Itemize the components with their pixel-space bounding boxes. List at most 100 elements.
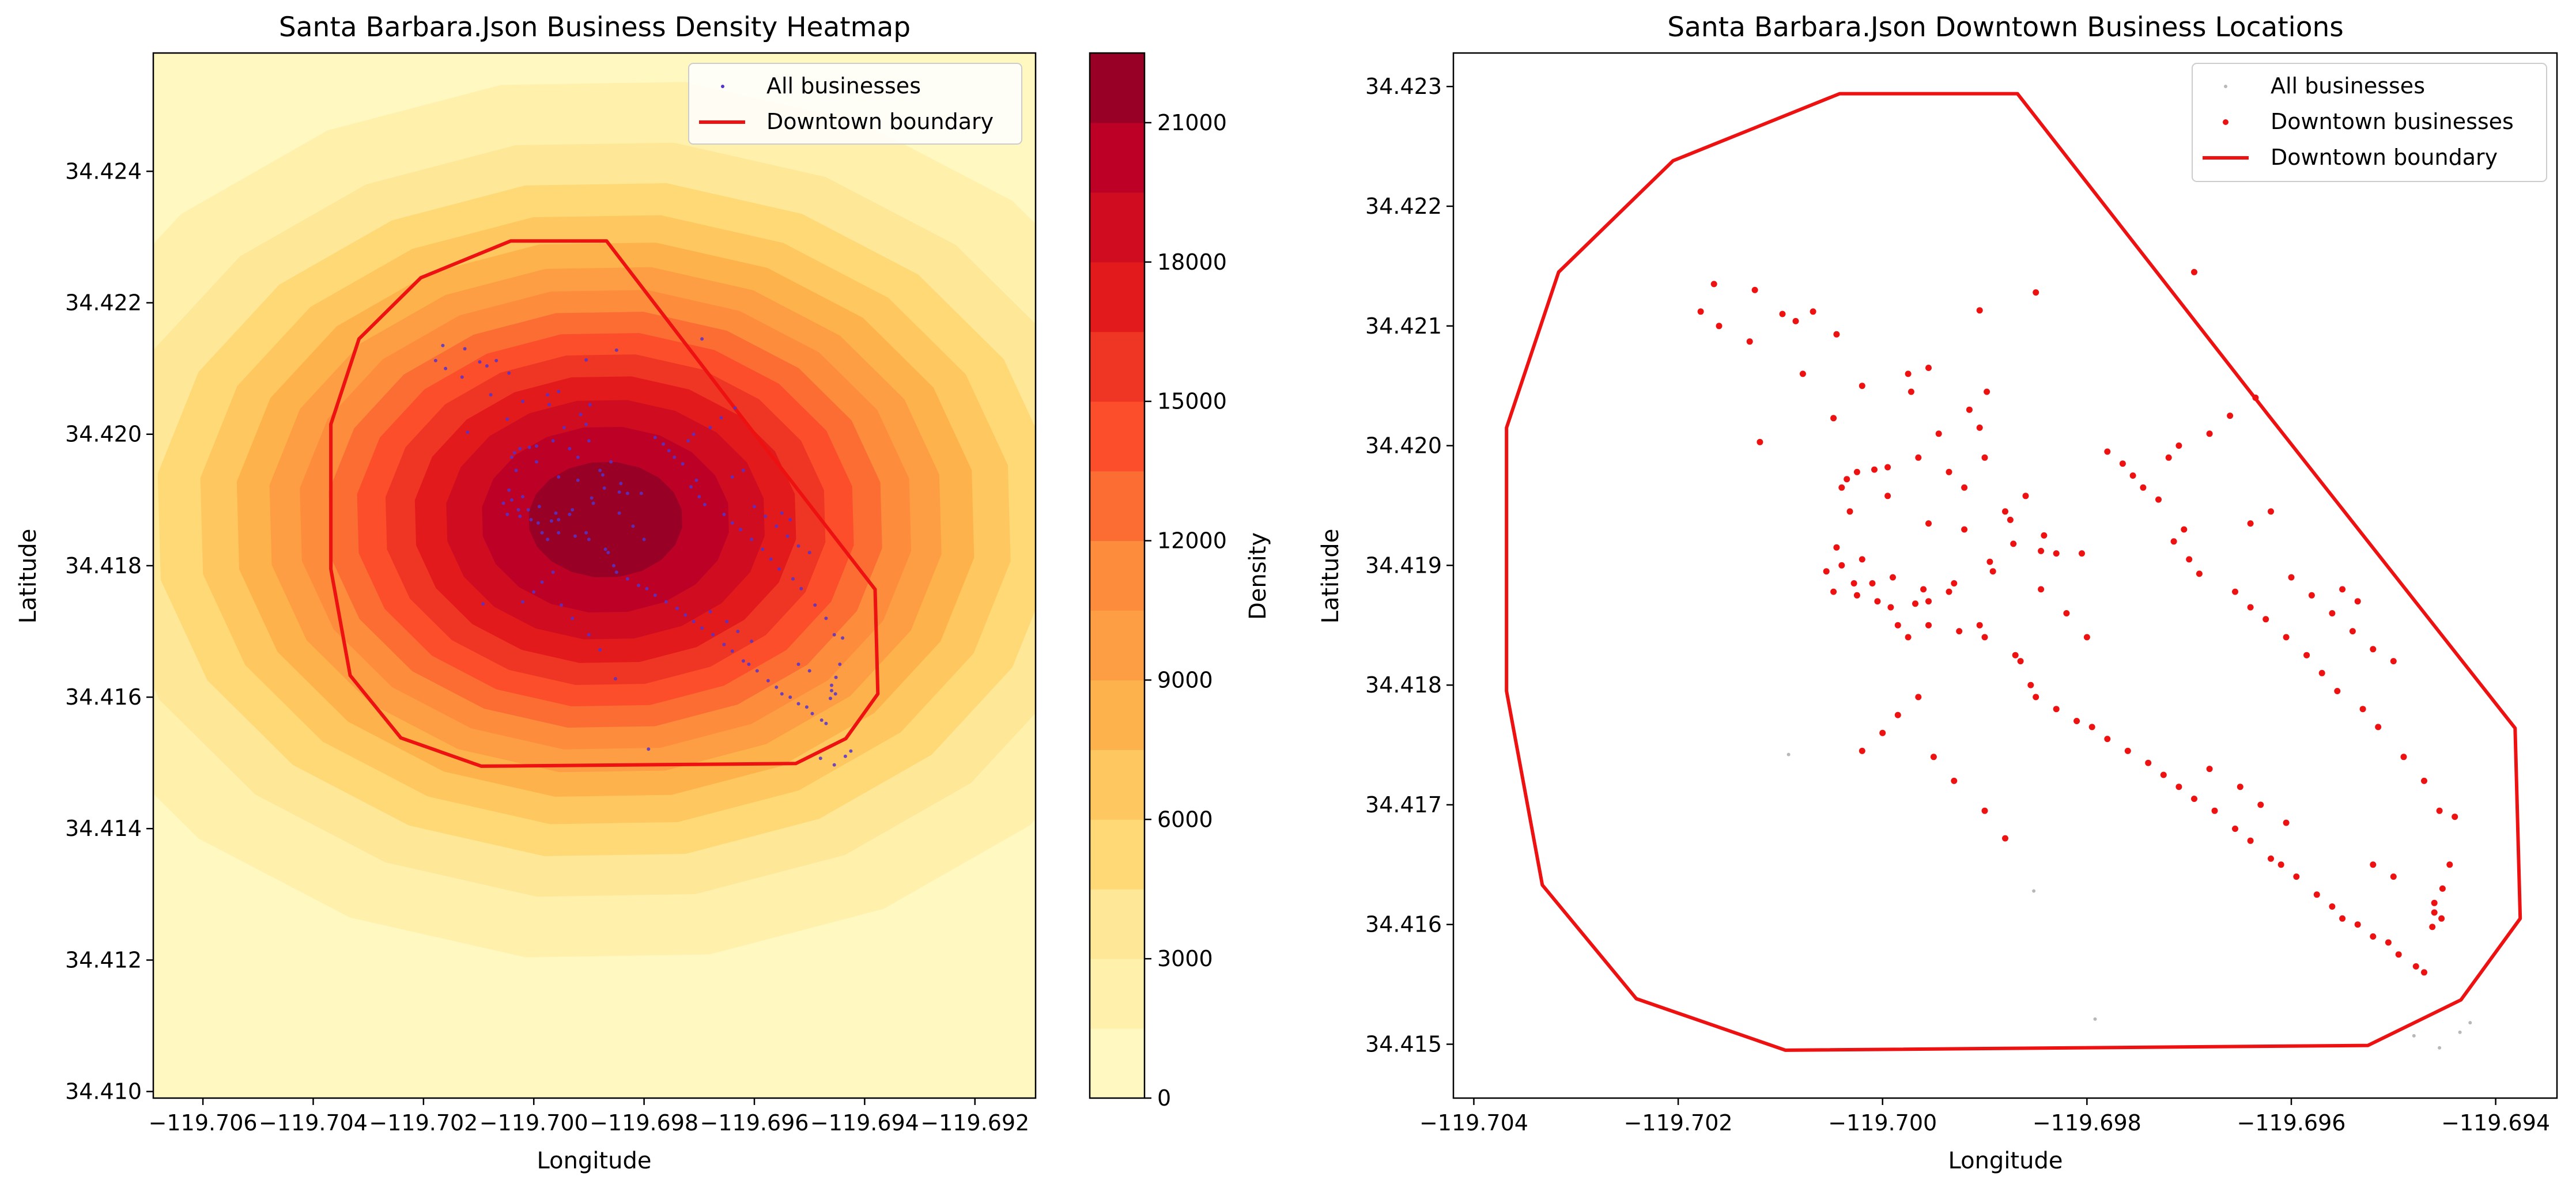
- downtown-business-point: [1710, 281, 1717, 287]
- downtown-boundary-line: [1505, 92, 2522, 1052]
- business-point: [587, 538, 591, 542]
- business-point: [788, 518, 792, 521]
- x-tick-label: −119.696: [2237, 1110, 2345, 1136]
- colorbar-tick-label: 6000: [1157, 807, 1213, 832]
- downtown-business-point: [2175, 784, 2182, 790]
- downtown-business-point: [1779, 311, 1786, 317]
- business-point: [460, 375, 464, 379]
- downtown-business-point: [2129, 472, 2136, 479]
- downtown-business-point: [2436, 807, 2443, 814]
- business-point: [750, 639, 754, 644]
- downtown-business-point: [2186, 556, 2193, 563]
- x-tick-label: −119.706: [149, 1110, 258, 1136]
- business-point: [750, 538, 754, 542]
- downtown-business-point: [1981, 454, 1988, 461]
- x-tick-label: −119.704: [1419, 1110, 1528, 1136]
- downtown-business-point: [2038, 586, 2045, 593]
- business-point: [807, 551, 811, 555]
- colorbar-segment: [1090, 610, 1145, 680]
- downtown-business-point: [1915, 454, 1922, 461]
- y-tick-label: 34.416: [65, 684, 142, 710]
- business-point: [673, 455, 677, 459]
- downtown-business-point: [1838, 484, 1845, 491]
- colorbar-segment: [1090, 331, 1145, 402]
- business-point: [725, 619, 729, 623]
- business-point: [602, 486, 606, 490]
- downtown-business-point: [2002, 508, 2008, 515]
- business-point: [494, 358, 498, 362]
- downtown-business-point: [1915, 694, 1922, 701]
- business-point: [557, 389, 561, 393]
- business-point: [603, 547, 607, 551]
- downtown-business-point: [1859, 747, 1865, 754]
- business-point: [667, 449, 671, 453]
- business-point: [514, 468, 518, 472]
- downtown-business-point: [1810, 308, 1816, 315]
- business-point: [780, 692, 784, 696]
- business-point: [739, 528, 743, 532]
- downtown-business-point: [2010, 540, 2017, 547]
- downtown-business-point: [2145, 759, 2152, 766]
- downtown-business-point: [1961, 526, 1968, 533]
- downtown-business-point: [1930, 754, 1937, 760]
- x-tick-label: −119.704: [259, 1110, 368, 1136]
- downtown-business-point: [1746, 338, 1753, 345]
- downtown-business-point: [1986, 558, 1993, 565]
- y-tick-label: 34.418: [65, 553, 142, 578]
- business-point: [584, 531, 588, 535]
- downtown-business-point: [1976, 622, 1983, 629]
- business-point: [587, 633, 591, 637]
- business-point: [777, 567, 781, 571]
- business-point: [799, 586, 803, 591]
- business-point: [547, 403, 551, 407]
- downtown-business-point: [1799, 370, 1806, 377]
- y-tick-label: 34.412: [65, 947, 142, 972]
- all-businesses-gray-points: [1786, 752, 2472, 1050]
- business-point: [554, 511, 558, 515]
- downtown-business-point: [2277, 861, 2284, 868]
- y-tick-label: 34.417: [1365, 792, 1442, 818]
- downtown-business-point: [1894, 712, 1901, 718]
- downtown-business-point: [1871, 466, 1878, 473]
- downtown-business-point: [1890, 574, 1896, 581]
- business-point: [753, 505, 756, 509]
- downtown-business-point: [2033, 289, 2039, 296]
- density-colorbar: [1090, 53, 1145, 1099]
- business-point: [568, 512, 572, 516]
- business-point: [526, 508, 530, 512]
- business-point: [560, 603, 564, 607]
- density-contour-level-14: [528, 462, 682, 577]
- downtown-business-point: [1946, 588, 1952, 595]
- business-point: [838, 663, 842, 666]
- heatmap-panel: Santa Barbara.Json Business Density Heat…: [15, 12, 1271, 1174]
- downtown-business-point: [1976, 307, 1983, 314]
- downtown-business-point: [1984, 388, 1990, 395]
- downtown-business-point: [2390, 658, 2397, 665]
- downtown-business-point: [2232, 588, 2238, 595]
- downtown-business-point: [1830, 588, 1837, 595]
- downtown-business-point: [2339, 586, 2346, 593]
- y-tick-label: 34.415: [1365, 1031, 1442, 1057]
- downtown-business-point: [2349, 628, 2356, 635]
- downtown-business-point: [2431, 909, 2438, 916]
- colorbar-tick-label: 12000: [1157, 528, 1227, 554]
- downtown-business-point: [2002, 835, 2008, 842]
- downtown-business-point: [1884, 464, 1891, 471]
- business-point: [612, 563, 615, 567]
- downtown-business-point: [1981, 807, 1988, 814]
- downtown-business-point: [1874, 598, 1881, 605]
- y-tick-label: 34.419: [1365, 553, 1442, 578]
- business-point: [849, 749, 853, 753]
- x-tick-label: −119.700: [1828, 1110, 1937, 1136]
- y-tick-label: 34.424: [65, 158, 142, 184]
- x-tick-label: −119.696: [700, 1110, 809, 1136]
- business-point: [824, 616, 828, 620]
- business-point: [617, 511, 621, 515]
- outside-business-point: [2458, 1030, 2462, 1034]
- downtown-business-point: [2196, 570, 2203, 577]
- downtown-business-point: [1859, 383, 1865, 389]
- downtown-business-point: [2359, 706, 2366, 713]
- downtown-business-point: [2421, 969, 2427, 976]
- heatmap-x-ticks: −119.706 −119.704 −119.702 −119.700 −119.698…: [149, 1098, 1029, 1136]
- downtown-business-point: [2104, 736, 2111, 743]
